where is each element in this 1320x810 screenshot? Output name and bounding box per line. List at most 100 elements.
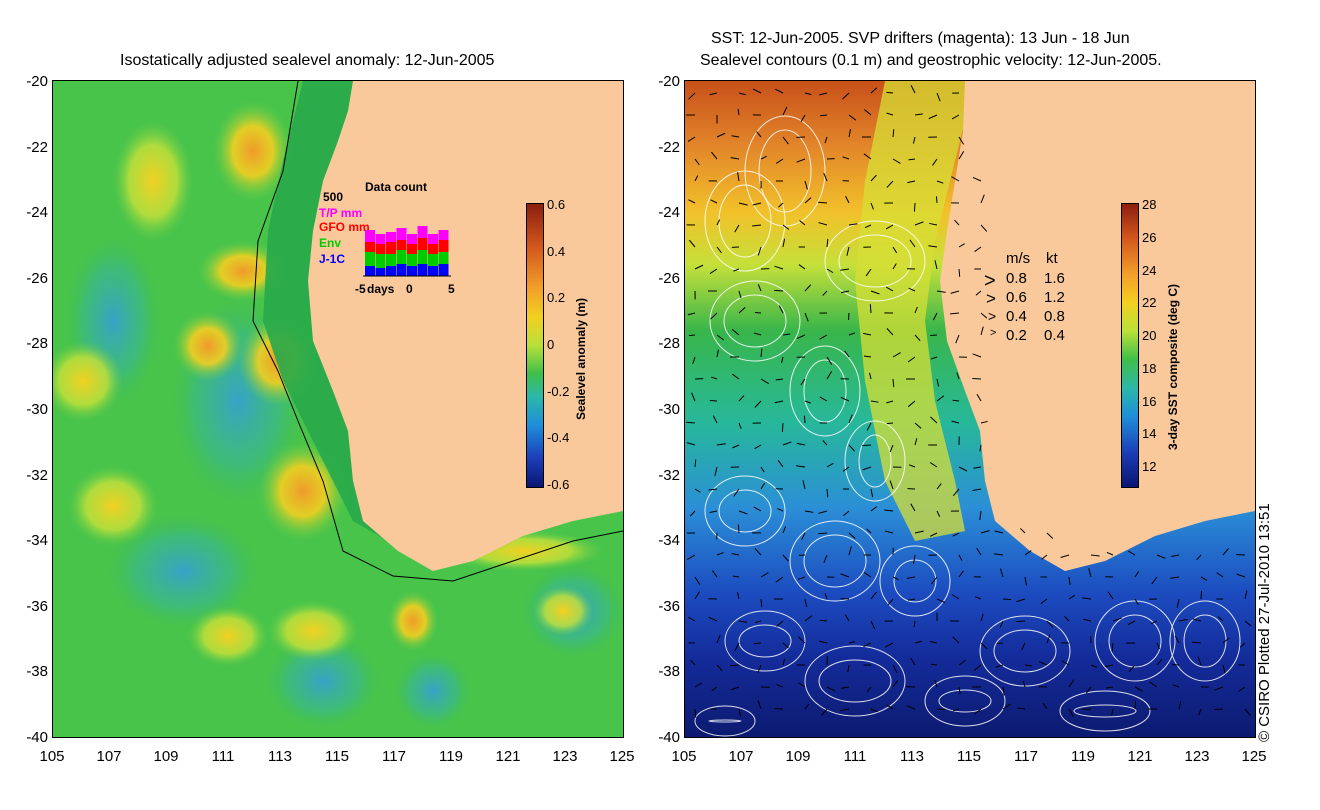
x-tick-label: 119 — [439, 748, 463, 765]
velocity-arrow — [1068, 708, 1074, 717]
velocity-arrow — [913, 202, 916, 212]
velocity-arrow — [848, 546, 852, 556]
velocity-arrow — [775, 88, 784, 94]
velocity-arrow — [688, 616, 696, 622]
velocity-arrow — [756, 131, 762, 138]
colorbar-tick-label: -0.6 — [547, 477, 570, 492]
velocity-arrow — [1024, 576, 1027, 586]
velocity-arrow — [907, 598, 916, 601]
left-map-plot — [52, 80, 624, 738]
velocity-arrow — [914, 334, 921, 342]
velocity-arrow — [688, 199, 696, 204]
velocity-arrow — [928, 245, 938, 248]
velocity-arrow — [1216, 572, 1224, 578]
velocity-arrow — [688, 334, 696, 337]
velocity-arrow — [716, 132, 726, 138]
velocity-arrow — [687, 136, 696, 142]
inset-xlabel: days — [367, 282, 395, 296]
velocity-arrow — [738, 92, 746, 96]
velocity-arrow — [821, 708, 828, 716]
velocity-arrow — [908, 158, 916, 161]
inset-legend-tp: T/P mm — [319, 206, 363, 220]
velocity-arrow — [972, 176, 982, 182]
velocity-arrow — [716, 634, 721, 644]
sealevel-contour — [803, 359, 847, 423]
velocity-arrow — [936, 92, 941, 102]
colorbar-tick-label: 28 — [1142, 197, 1157, 212]
colorbar-tick-label: 12 — [1142, 459, 1157, 474]
velocity-arrow — [711, 570, 718, 578]
velocity-arrow — [753, 642, 762, 645]
velocity-arrow — [958, 659, 967, 666]
velocity-arrow — [709, 268, 718, 274]
data-count-bar — [365, 242, 375, 252]
colorbar-tick-label: 24 — [1142, 262, 1157, 278]
velocity-arrow — [822, 440, 828, 446]
velocity-arrow — [840, 686, 850, 689]
sealevel-contour — [879, 545, 951, 617]
velocity-arrow — [953, 708, 960, 712]
velocity-arrow — [974, 246, 982, 252]
velocity-arrow — [870, 400, 879, 403]
velocity-legend-header-ms: m/s — [1006, 250, 1031, 267]
velocity-arrow — [844, 614, 850, 622]
velocity-arrow — [863, 642, 872, 648]
velocity-arrow — [973, 664, 982, 671]
velocity-arrow — [980, 613, 984, 622]
velocity-arrow — [803, 415, 806, 424]
sealevel-contour — [924, 675, 1006, 727]
velocity-arrow — [936, 395, 945, 402]
velocity-arrow — [914, 530, 924, 534]
sealevel-contour — [704, 475, 786, 547]
velocity-arrow — [1176, 598, 1180, 608]
velocity-arrow — [804, 510, 814, 513]
velocity-arrow — [887, 598, 894, 605]
velocity-arrow — [757, 284, 762, 292]
velocity-arrow — [910, 85, 916, 94]
velocity-arrow — [994, 553, 1004, 556]
velocity-arrow — [752, 224, 762, 227]
velocity-arrow — [1236, 553, 1246, 556]
velocity-arrow — [914, 306, 918, 314]
sealevel-contour — [1073, 704, 1137, 718]
velocity-arrow — [804, 312, 809, 322]
data-count-bar — [407, 266, 417, 276]
velocity-arrow — [826, 462, 834, 468]
velocity-arrow — [1171, 554, 1180, 558]
velocity-arrow — [1068, 576, 1071, 585]
velocity-arrow — [995, 664, 1004, 668]
velocity-arrow — [958, 570, 964, 578]
velocity-arrow — [848, 532, 856, 539]
right-land — [940, 81, 1255, 571]
velocity-arrow — [760, 572, 769, 578]
data-count-bar — [407, 254, 417, 266]
velocity-arrow — [778, 305, 784, 314]
velocity-arrow — [848, 114, 857, 121]
velocity-arrow — [1128, 664, 1136, 673]
velocity-arrow — [798, 576, 806, 580]
velocity-arrow — [716, 443, 726, 446]
velocity-legend-header-kt: kt — [1046, 250, 1058, 267]
velocity-arrow — [936, 378, 940, 387]
velocity-arrow — [752, 88, 762, 94]
velocity-arrow — [819, 396, 828, 402]
velocity-arrow — [776, 620, 784, 627]
velocity-arrow — [886, 400, 894, 404]
y-tick-label: -40 — [26, 729, 48, 746]
velocity-arrow — [949, 312, 960, 315]
velocity-arrow — [757, 246, 762, 256]
velocity-arrow — [782, 554, 789, 562]
colorbar-tick-label: 26 — [1142, 229, 1157, 245]
velocity-arrow — [974, 708, 982, 715]
velocity-arrow — [754, 444, 762, 450]
y-tick-label: -32 — [658, 466, 680, 484]
left-colorbar-label: Sealevel anomaly (m) — [574, 297, 588, 420]
velocity-arrow — [935, 196, 938, 204]
velocity-arrow — [1196, 554, 1202, 561]
data-count-bar — [417, 250, 428, 264]
velocity-arrow — [1017, 707, 1026, 710]
y-tick-label: -26 — [26, 269, 48, 287]
y-tick-label: -30 — [26, 401, 48, 418]
velocity-arrow — [804, 180, 808, 190]
data-count-bar — [428, 266, 438, 276]
